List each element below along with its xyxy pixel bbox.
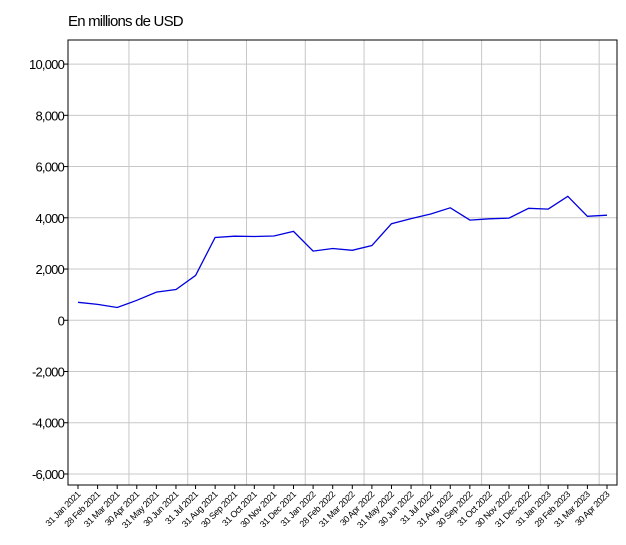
y-tick-label: 4,000 <box>35 211 64 226</box>
y-tick-label: -4,000 <box>32 416 65 431</box>
data-line <box>77 195 608 309</box>
y-tick-label: 8,000 <box>35 108 64 123</box>
y-tick-label: 6,000 <box>35 160 64 175</box>
chart-title: En millions de USD <box>68 13 184 30</box>
y-tick-label: -6,000 <box>32 467 65 482</box>
y-tick-label: -2,000 <box>32 365 65 380</box>
y-tick-label: 2,000 <box>35 262 64 277</box>
y-tick-label: 0 <box>58 313 65 328</box>
plot-frame <box>67 39 618 486</box>
y-tick-label: 10,000 <box>29 57 65 72</box>
